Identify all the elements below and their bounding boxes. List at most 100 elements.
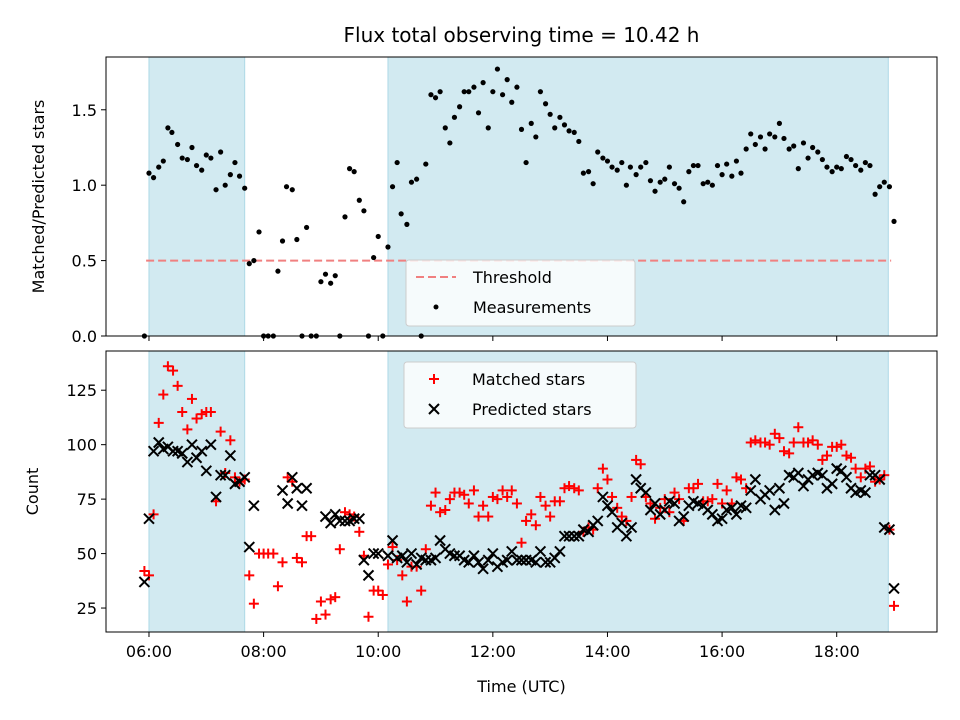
matched-star-point: [435, 507, 446, 518]
x-diag-b: [663, 495, 676, 508]
x-diag-b: [477, 563, 489, 575]
measurement-point: [657, 179, 663, 185]
matched-star-point: [693, 478, 704, 489]
measurement-point: [156, 164, 162, 170]
measurement-point: [576, 138, 582, 145]
measurement-point: [627, 164, 633, 170]
x-diag-b: [735, 499, 747, 512]
x-diag-b: [616, 517, 628, 529]
measurement-point: [681, 199, 687, 205]
measurement-point: [328, 280, 334, 286]
x-diag-b: [640, 486, 652, 499]
predicted-star-point: [515, 554, 528, 566]
measurement-point: [289, 187, 295, 193]
measurement-point: [623, 182, 629, 188]
measurement-point: [256, 229, 262, 235]
measurement-point: [695, 162, 701, 169]
predicted-star-point: [167, 445, 179, 457]
matched-star-point: [592, 483, 603, 494]
predicted-star-point: [286, 471, 298, 484]
matched-star-point: [483, 511, 494, 522]
y-tick-label: 50: [77, 545, 97, 564]
measurement-point: [218, 149, 224, 155]
predicted-star-point: [153, 436, 165, 449]
measurement-point: [175, 141, 181, 148]
measurement-point: [203, 152, 209, 158]
predicted-star-point: [243, 541, 255, 553]
measurement-point: [781, 135, 787, 142]
matched-star-point: [569, 483, 580, 494]
measurement-point: [862, 159, 868, 166]
predicted-star-point: [291, 482, 303, 494]
matched-star-point: [841, 450, 852, 461]
measurement-point: [528, 120, 534, 126]
measurement-point: [318, 279, 324, 285]
matched-star-point: [440, 505, 451, 516]
predicted-star-point: [520, 554, 532, 566]
predicted-star-point: [477, 563, 489, 575]
matched-star-point: [153, 417, 164, 428]
x-diag-b: [812, 467, 824, 479]
matched-star-point: [363, 611, 374, 622]
predicted-star-point: [873, 473, 886, 486]
measurement-point: [619, 159, 625, 166]
measurement-point: [853, 162, 859, 169]
measurement-point: [633, 172, 639, 178]
predicted-star-point: [797, 480, 810, 492]
matched-star-point: [669, 487, 680, 498]
matched-star-point: [401, 596, 412, 607]
matched-star-point: [330, 592, 341, 603]
measurement-point: [690, 162, 697, 169]
measurement-point: [815, 149, 821, 155]
x-diag-b: [568, 530, 580, 542]
measurement-point: [423, 161, 429, 167]
measurement-point: [189, 144, 195, 151]
x-diag-b: [792, 467, 805, 479]
y-tick-label: 1.5: [72, 101, 97, 120]
x-diag-b: [692, 497, 704, 510]
measurement-point: [838, 166, 844, 172]
predicted-star-point: [324, 517, 337, 529]
x-diag-b: [716, 513, 728, 525]
predicted-star-point: [763, 484, 776, 497]
x-diag-b: [506, 545, 518, 558]
top-legend-box: [405, 259, 636, 327]
predicted-star-point: [434, 534, 446, 547]
x-diag-b: [444, 547, 456, 560]
x-diag-b: [592, 515, 604, 527]
predicted-star-point: [372, 547, 384, 560]
predicted-star-point: [339, 515, 351, 527]
measurement-point: [375, 233, 381, 240]
predicted-star-point: [219, 469, 231, 481]
x-diag-b: [334, 515, 346, 527]
measurement-point: [523, 159, 529, 166]
matched-star-point: [215, 426, 226, 437]
predicted-star-point: [420, 554, 432, 566]
matched-star-point: [354, 526, 365, 537]
matched-star-point: [177, 406, 188, 417]
measurement-point: [647, 178, 654, 184]
matched-star-point: [602, 474, 613, 485]
measurement-point: [447, 140, 453, 146]
x-diag-b: [286, 471, 298, 484]
measurement-point: [232, 159, 238, 166]
x-diag-b: [415, 552, 427, 564]
bottom-plot-frame: [105, 350, 938, 633]
matched-star-point: [377, 589, 388, 600]
x-diag-b: [830, 462, 843, 475]
measurement-point: [509, 99, 515, 105]
predicted-star-point: [506, 545, 518, 558]
matched-star-point: [688, 483, 699, 494]
measurement-point: [179, 155, 185, 161]
measurement-point: [303, 224, 310, 231]
matched-star-point: [497, 485, 508, 496]
measurement-point: [786, 146, 792, 152]
x-diag-b: [372, 547, 384, 560]
measurement-point: [666, 164, 672, 170]
measurement-point: [514, 84, 520, 90]
x-diag-b: [864, 469, 876, 481]
legend-matched-swatch: [429, 374, 439, 384]
x-diag-b: [778, 497, 790, 510]
x-diag-b: [783, 469, 795, 481]
x-diag-b: [296, 499, 308, 512]
